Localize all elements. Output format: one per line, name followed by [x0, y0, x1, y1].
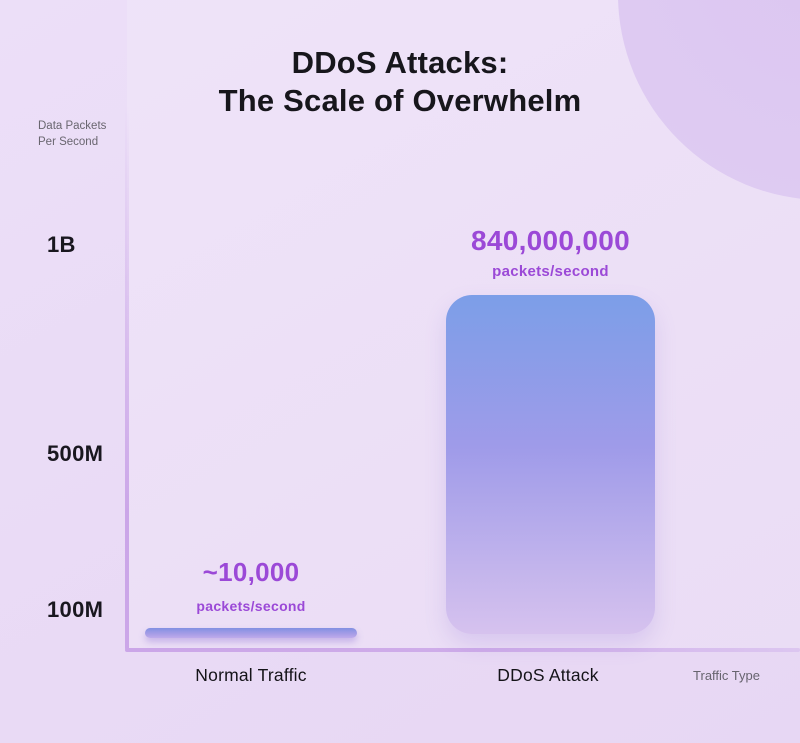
y-tick-500m: 500M — [47, 441, 104, 466]
y-tick-100m: 100M — [47, 597, 104, 622]
y-axis-line — [125, 105, 129, 650]
chart-title-line2: The Scale of Overwhelm — [218, 83, 582, 118]
chart-title-line1: DDoS Attacks: — [291, 45, 509, 80]
y-axis-unit-label: Data Packets Per Second — [38, 118, 106, 150]
y-axis-unit-line2: Per Second — [38, 136, 99, 148]
normal-traffic-bar — [145, 628, 357, 638]
normal-traffic-unit-label: packets/second — [196, 598, 306, 614]
x-category-normal-traffic: Normal Traffic — [195, 665, 307, 685]
ddos-attack-value-label: 840,000,000 — [470, 225, 630, 256]
x-category-ddos-attack: DDoS Attack — [497, 665, 599, 685]
ddos-attack-bar — [446, 295, 655, 634]
x-axis-line — [125, 648, 800, 652]
chart-title: DDoS Attacks: The Scale of Overwhelm — [0, 44, 800, 120]
ddos-attack-unit-label: packets/second — [492, 263, 609, 280]
normal-traffic-value-label: ~10,000 — [202, 557, 300, 587]
y-axis-unit-line1: Data Packets — [38, 120, 107, 132]
y-tick-1b: 1B — [47, 232, 76, 257]
x-axis-title: Traffic Type — [693, 668, 760, 683]
